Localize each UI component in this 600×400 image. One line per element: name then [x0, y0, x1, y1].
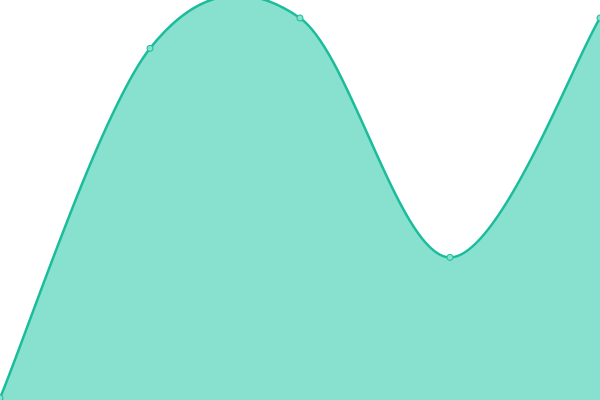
data-point	[0, 394, 4, 400]
data-point	[446, 253, 454, 261]
data-point	[146, 44, 154, 52]
data-points	[0, 14, 600, 400]
data-point	[596, 14, 600, 22]
data-point	[296, 14, 304, 22]
